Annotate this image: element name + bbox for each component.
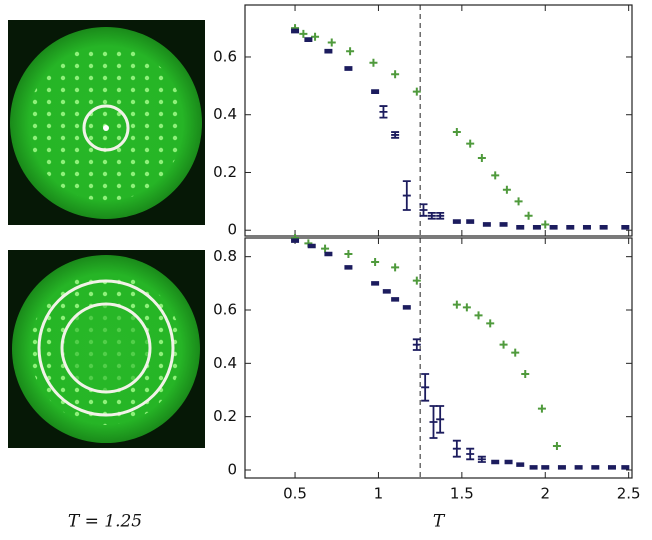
error-bar — [621, 465, 630, 470]
error-bar — [516, 462, 525, 467]
image-caption: T = 1.25 — [68, 512, 142, 532]
data-point — [299, 29, 308, 38]
error-bar — [436, 212, 445, 220]
y-tick-label: 0.6 — [213, 301, 237, 319]
error-bar — [466, 447, 475, 461]
error-bar — [307, 243, 316, 249]
error-bar — [436, 405, 445, 434]
data-point — [466, 139, 475, 148]
error-bar — [391, 131, 400, 139]
error-bar — [504, 459, 513, 465]
error-bar — [391, 297, 400, 302]
data-point — [514, 197, 523, 206]
error-bar — [532, 224, 541, 230]
data-point — [452, 128, 461, 137]
error-bar — [582, 224, 591, 230]
error-bar — [607, 465, 616, 470]
y-tick-label: 0 — [227, 221, 237, 239]
error-bar — [429, 405, 438, 439]
data-point — [371, 258, 380, 266]
error-bar — [477, 455, 486, 463]
error-bar — [421, 373, 430, 402]
error-bar — [412, 338, 421, 351]
error-bar — [557, 465, 566, 470]
data-point — [486, 319, 495, 328]
y-tick-label: 0.8 — [213, 247, 237, 265]
error-bar — [371, 281, 380, 286]
image-top — [8, 20, 205, 225]
error-bar — [549, 224, 558, 230]
plot-frame — [244, 4, 633, 237]
y-tick-label: 0.4 — [213, 354, 237, 372]
error-bar — [499, 222, 508, 227]
error-bar — [621, 224, 630, 230]
error-bar — [452, 219, 461, 224]
error-bar — [599, 224, 608, 230]
error-bar — [324, 251, 333, 257]
x-tick-label: 1.5 — [450, 485, 474, 503]
error-bar — [541, 465, 550, 470]
y-tick-label: 0 — [227, 461, 237, 479]
error-bar — [291, 28, 300, 34]
image-bottom — [8, 250, 205, 448]
error-bar — [382, 289, 391, 294]
data-point — [412, 276, 421, 285]
error-bar — [491, 459, 500, 465]
data-point — [391, 263, 400, 272]
plot-frame — [244, 237, 633, 479]
error-bar — [566, 224, 575, 230]
data-point — [346, 47, 355, 56]
data-point — [462, 303, 471, 312]
error-bar — [466, 219, 475, 224]
error-bar — [304, 37, 313, 42]
data-point — [502, 185, 511, 194]
x-tick-label: 0.5 — [283, 485, 307, 503]
error-bar — [402, 305, 411, 310]
x-axis-label: T — [433, 512, 446, 532]
data-point — [499, 340, 508, 349]
data-point — [521, 370, 530, 378]
error-bar — [291, 238, 300, 243]
data-point — [391, 70, 400, 79]
error-bar — [591, 465, 600, 470]
data-point — [369, 58, 378, 67]
data-point — [452, 300, 461, 309]
error-bar — [482, 222, 491, 227]
error-bar — [402, 180, 411, 211]
data-point — [477, 154, 486, 163]
data-point — [412, 87, 421, 96]
data-point — [311, 32, 320, 41]
error-bar — [379, 105, 388, 119]
y-tick-label: 0.2 — [213, 163, 237, 181]
y-tick-label: 0.2 — [213, 407, 237, 425]
x-tick-label: 2.5 — [617, 485, 641, 503]
error-bar — [574, 465, 583, 470]
error-bar — [344, 66, 353, 71]
data-point — [524, 211, 533, 220]
data-point — [491, 171, 500, 180]
error-bar — [427, 212, 436, 220]
x-tick-label: 1 — [374, 485, 384, 503]
data-point — [321, 244, 330, 253]
error-bar — [529, 465, 538, 470]
data-point — [344, 250, 353, 258]
error-bar — [344, 265, 353, 270]
y-tick-label: 0.6 — [213, 47, 237, 65]
data-point — [327, 38, 336, 47]
data-point — [541, 220, 550, 229]
data-point — [474, 311, 483, 320]
error-bar — [516, 224, 525, 230]
error-bar — [452, 439, 461, 458]
error-bar — [419, 203, 428, 217]
error-bar — [324, 48, 333, 54]
x-tick-label: 2 — [540, 485, 550, 503]
y-tick-label: 0.4 — [213, 105, 237, 123]
data-point — [537, 404, 546, 413]
data-point — [552, 442, 561, 450]
error-bar — [371, 89, 380, 94]
data-point — [511, 348, 520, 357]
